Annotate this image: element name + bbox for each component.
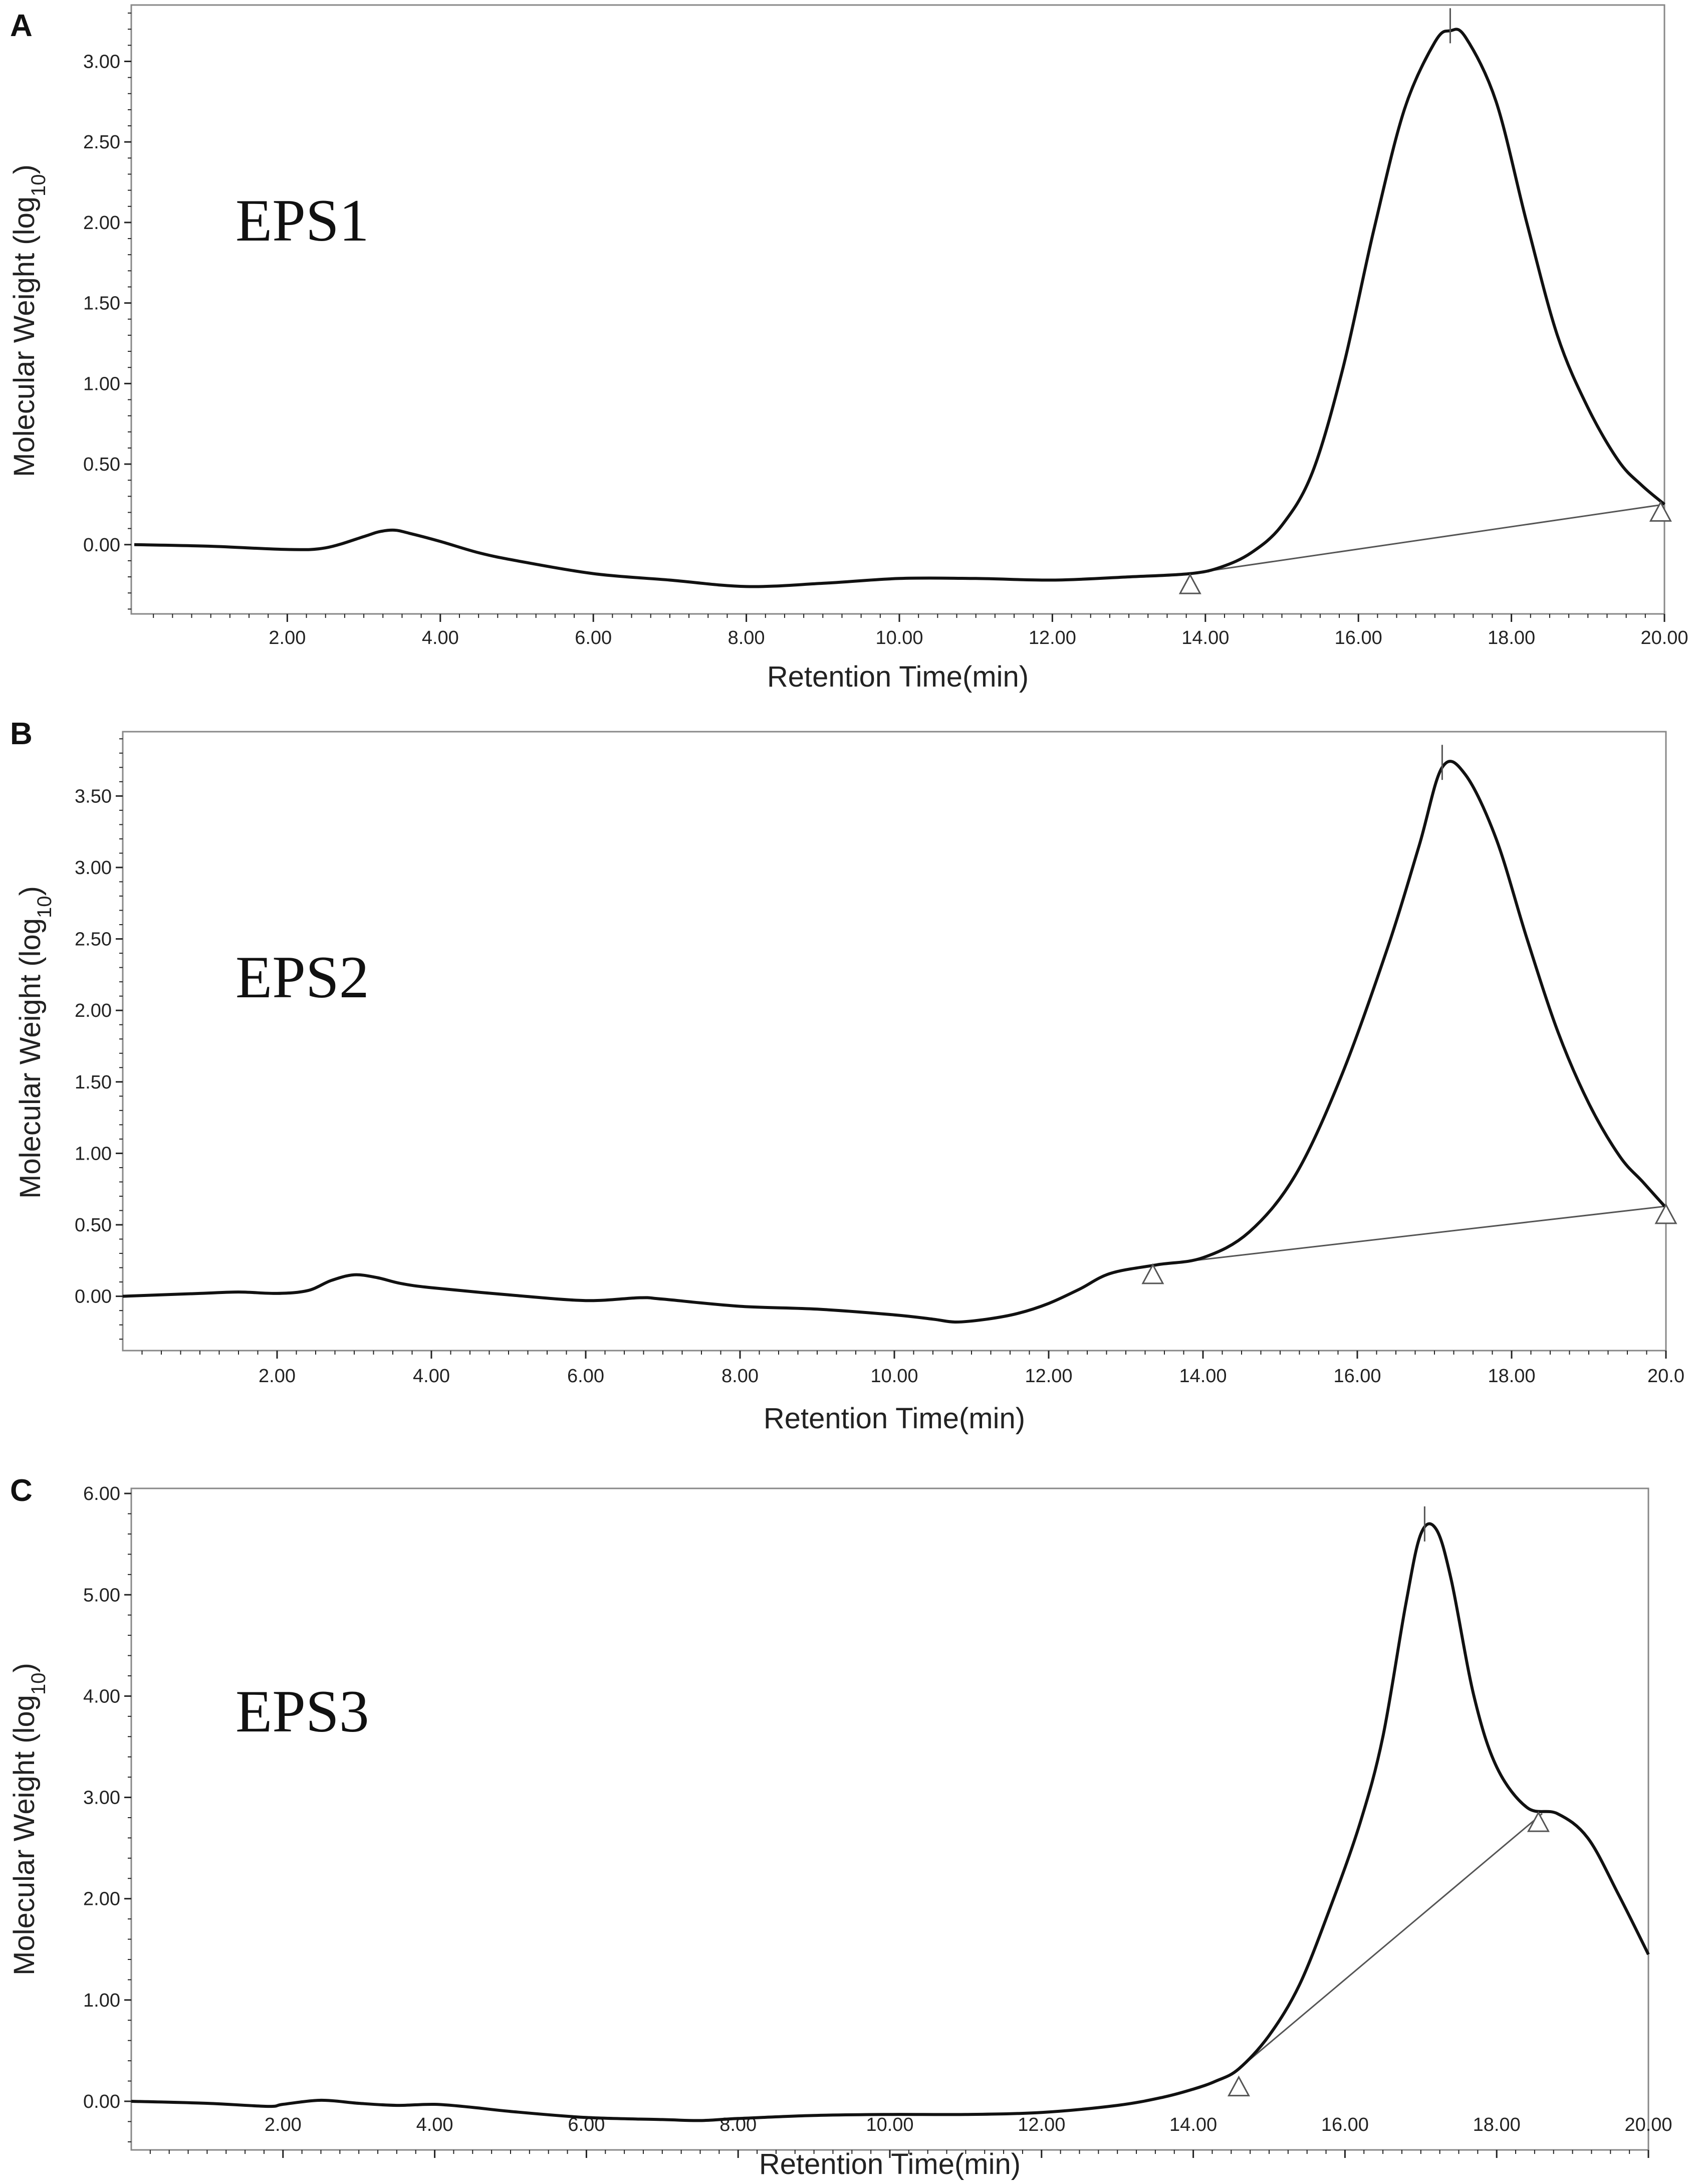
integration-marker [1178, 573, 1201, 594]
x-axis-title: Retention Time(min) [767, 661, 1029, 693]
y-tick-label: 0.00 [83, 535, 120, 556]
integration-marker [1141, 1263, 1164, 1284]
x-tick-label: 4.00 [413, 1366, 450, 1387]
x-tick-label: 18.00 [1473, 2114, 1521, 2135]
x-tick-label: 10.00 [870, 1366, 918, 1387]
x-tick-label: 4.00 [422, 627, 459, 648]
x-tick-label: 4.00 [416, 2114, 453, 2135]
x-tick-label: 16.00 [1335, 627, 1382, 648]
y-tick-label: 2.00 [83, 1889, 120, 1910]
y-tick-label: 1.50 [75, 1072, 112, 1093]
y-tick-label: 0.50 [75, 1215, 112, 1236]
y-tick-label: 2.50 [83, 132, 120, 153]
y-tick-label: 0.00 [83, 2091, 120, 2112]
y-axis-title: Molecular Weight (log10) [14, 886, 56, 1199]
x-tick-label: 8.00 [721, 1366, 759, 1387]
y-axis-title: Molecular Weight (log10) [8, 1663, 50, 1976]
x-tick-label: 16.00 [1333, 1366, 1381, 1387]
y-tick-label: 0.50 [83, 454, 120, 475]
y-tick-label: 2.50 [75, 929, 112, 950]
x-tick-label: 14.00 [1181, 627, 1229, 648]
sample-annotation: EPS2 [235, 944, 369, 1010]
y-tick-label: 1.50 [83, 293, 120, 314]
x-tick-label: 16.00 [1321, 2114, 1369, 2135]
panel-letter: B [10, 717, 33, 751]
y-tick-label: 3.00 [75, 857, 112, 879]
sample-annotation: EPS3 [235, 1678, 369, 1744]
x-tick-label: 10.00 [875, 627, 923, 648]
panel-letter: A [10, 9, 33, 43]
x-tick-label: 14.00 [1179, 1366, 1227, 1387]
sample-annotation: EPS1 [235, 187, 369, 254]
x-tick-label: 18.00 [1488, 627, 1535, 648]
y-tick-label: 3.00 [83, 1788, 120, 1809]
integration-baseline [1190, 503, 1665, 575]
panel-a: A 0.00 0.50 1.00 1.50 2.00 2.50 3.00 2.00 4.00 6.0… [8, 4, 1688, 693]
x-tick-label: 12.00 [1029, 627, 1076, 648]
x-tick-label: 20.00 [1624, 2114, 1672, 2135]
y-tick-label: 1.00 [83, 1990, 120, 2011]
integration-marker [1227, 2075, 1250, 2097]
y-tick-label: 2.00 [83, 212, 120, 234]
integration-marker [1654, 1203, 1677, 1224]
plot-frame [130, 1487, 1649, 2151]
x-tick-label: 6.00 [567, 1366, 604, 1387]
y-tick-label: 1.00 [75, 1143, 112, 1164]
y-tick-label: 5.00 [83, 1585, 120, 1606]
integration-marker [1527, 1811, 1550, 1832]
y-tick-label: 3.00 [83, 52, 120, 73]
x-tick-label: 12.00 [1018, 2114, 1065, 2135]
plot-frame [130, 4, 1665, 615]
x-axis-title: Retention Time(min) [764, 1402, 1025, 1435]
panel-letter: C [10, 1473, 33, 1508]
y-tick-label: 3.50 [75, 786, 112, 807]
chromatogram-trace [131, 1522, 1650, 2122]
x-tick-label: 20.00 [1640, 627, 1688, 648]
y-tick-label: 1.00 [83, 373, 120, 394]
x-tick-label: 2.00 [265, 2114, 302, 2135]
x-tick-label: 2.00 [259, 1366, 296, 1387]
integration-baseline [1238, 1813, 1543, 2070]
integration-marker [1649, 501, 1672, 522]
integration-baseline [1156, 1205, 1666, 1266]
y-tick-label: 0.00 [75, 1286, 112, 1307]
chromatogram-trace [122, 760, 1667, 1324]
x-tick-label: 14.00 [1169, 2114, 1217, 2135]
panel-b: B 0.00 0.50 1.00 1.50 2.00 2.50 3.00 3.50 2.00 4.0… [10, 717, 1684, 1435]
x-tick-label: 20.0 [1647, 1366, 1684, 1387]
y-tick-label: 6.00 [83, 1483, 120, 1504]
x-tick-label: 18.00 [1488, 1366, 1535, 1387]
x-tick-label: 8.00 [728, 627, 765, 648]
x-axis-title: Retention Time(min) [759, 2148, 1021, 2180]
x-tick-label: 10.00 [866, 2114, 913, 2135]
y-tick-label: 2.00 [75, 1000, 112, 1021]
x-tick-label: 2.00 [269, 627, 306, 648]
y-axis-title: Molecular Weight (log10) [8, 164, 50, 477]
plot-frame [122, 731, 1667, 1352]
y-tick-label: 4.00 [83, 1686, 120, 1707]
chromatogram-trace [134, 28, 1665, 588]
x-tick-label: 6.00 [575, 627, 612, 648]
x-tick-label: 12.00 [1025, 1366, 1072, 1387]
panel-c: C0.001.002.003.004.005.006.002.00 4.00 6.0… [8, 1473, 1672, 2180]
